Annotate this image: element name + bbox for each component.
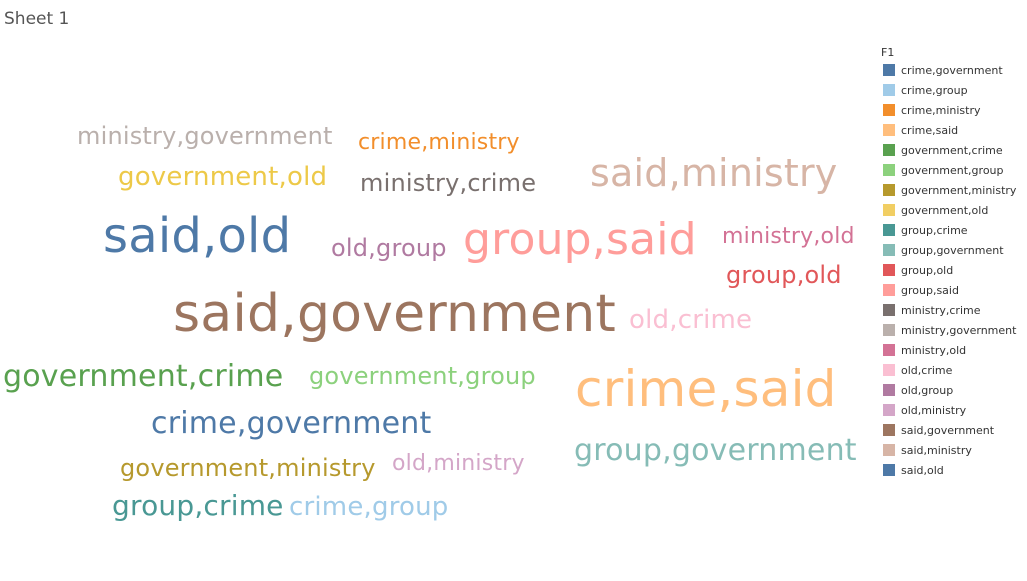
legend-label: old,ministry	[901, 403, 967, 417]
legend-item[interactable]: ministry,old	[881, 340, 1027, 360]
legend: F1 crime,government crime,group crime,mini…	[881, 46, 1027, 480]
legend-swatch	[883, 104, 895, 116]
legend-swatch	[883, 264, 895, 276]
legend-swatch	[883, 464, 895, 476]
legend-swatch	[883, 164, 895, 176]
legend-swatch	[883, 244, 895, 256]
legend-item[interactable]: old,group	[881, 380, 1027, 400]
legend-swatch	[883, 384, 895, 396]
legend-item[interactable]: said,old	[881, 460, 1027, 480]
legend-swatch	[883, 184, 895, 196]
word-old-group[interactable]: old,group	[331, 234, 447, 262]
legend-item[interactable]: crime,said	[881, 120, 1027, 140]
legend-swatch	[883, 144, 895, 156]
word-said-government[interactable]: said,government	[173, 284, 616, 344]
word-said-old[interactable]: said,old	[103, 208, 292, 264]
legend-swatch	[883, 304, 895, 316]
word-crime-government[interactable]: crime,government	[151, 406, 432, 441]
legend-swatch	[883, 424, 895, 436]
legend-swatch	[883, 224, 895, 236]
legend-item[interactable]: group,crime	[881, 220, 1027, 240]
legend-item[interactable]: said,ministry	[881, 440, 1027, 460]
word-said-ministry[interactable]: said,ministry	[590, 151, 838, 195]
legend-item[interactable]: government,crime	[881, 140, 1027, 160]
legend-item[interactable]: group,said	[881, 280, 1027, 300]
word-group-government[interactable]: group,government	[574, 433, 857, 468]
word-crime-said[interactable]: crime,said	[575, 360, 837, 418]
legend-label: old,group	[901, 383, 954, 397]
legend-swatch	[883, 344, 895, 356]
legend-label: old,crime	[901, 363, 953, 377]
legend-swatch	[883, 124, 895, 136]
legend-item[interactable]: old,crime	[881, 360, 1027, 380]
word-government-ministry[interactable]: government,ministry	[120, 454, 376, 482]
legend-swatch	[883, 204, 895, 216]
legend-label: crime,group	[901, 83, 968, 97]
word-crime-ministry[interactable]: crime,ministry	[358, 130, 520, 155]
legend-label: ministry,crime	[901, 303, 981, 317]
legend-item[interactable]: group,old	[881, 260, 1027, 280]
word-group-crime[interactable]: group,crime	[112, 489, 284, 522]
word-ministry-old[interactable]: ministry,old	[722, 224, 855, 249]
legend-label: ministry,old	[901, 343, 967, 357]
legend-items: crime,government crime,group crime,ministr…	[881, 60, 1027, 480]
legend-label: crime,government	[901, 63, 1003, 77]
word-government-crime[interactable]: government,crime	[3, 359, 284, 394]
legend-label: government,group	[901, 163, 1004, 177]
word-group-said[interactable]: group,said	[463, 214, 697, 265]
legend-label: government,crime	[901, 143, 1003, 157]
legend-swatch	[883, 64, 895, 76]
word-ministry-government[interactable]: ministry,government	[77, 122, 333, 150]
word-government-group[interactable]: government,group	[309, 362, 536, 390]
legend-label: government,old	[901, 203, 989, 217]
legend-swatch	[883, 364, 895, 376]
word-cloud: ministry,government crime,ministry governm…	[3, 122, 857, 522]
legend-label: ministry,government	[901, 323, 1017, 337]
legend-item[interactable]: crime,ministry	[881, 100, 1027, 120]
word-ministry-crime[interactable]: ministry,crime	[360, 169, 537, 197]
legend-item[interactable]: said,government	[881, 420, 1027, 440]
legend-swatch	[883, 444, 895, 456]
word-old-ministry[interactable]: old,ministry	[392, 451, 525, 476]
legend-item[interactable]: old,ministry	[881, 400, 1027, 420]
legend-item[interactable]: ministry,crime	[881, 300, 1027, 320]
legend-label: crime,ministry	[901, 103, 981, 117]
legend-item[interactable]: ministry,government	[881, 320, 1027, 340]
sheet-title: Sheet 1	[4, 9, 70, 29]
legend-title: F1	[881, 46, 895, 59]
word-crime-group[interactable]: crime,group	[289, 492, 449, 522]
legend-label: group,crime	[901, 223, 968, 237]
legend-item[interactable]: government,group	[881, 160, 1027, 180]
legend-item[interactable]: crime,government	[881, 60, 1027, 80]
legend-swatch	[883, 284, 895, 296]
legend-swatch	[883, 84, 895, 96]
word-government-old[interactable]: government,old	[118, 162, 328, 192]
legend-item[interactable]: government,ministry	[881, 180, 1027, 200]
legend-item[interactable]: crime,group	[881, 80, 1027, 100]
legend-label: government,ministry	[901, 183, 1017, 197]
legend-label: said,ministry	[901, 443, 972, 457]
legend-label: crime,said	[901, 123, 959, 137]
legend-label: said,old	[901, 463, 944, 477]
legend-item[interactable]: group,government	[881, 240, 1027, 260]
legend-label: said,government	[901, 423, 995, 437]
word-old-crime[interactable]: old,crime	[629, 305, 753, 335]
legend-label: group,government	[901, 243, 1004, 257]
legend-label: group,old	[901, 263, 954, 277]
legend-swatch	[883, 404, 895, 416]
legend-item[interactable]: government,old	[881, 200, 1027, 220]
word-group-old[interactable]: group,old	[726, 261, 842, 289]
legend-label: group,said	[901, 283, 959, 297]
legend-swatch	[883, 324, 895, 336]
